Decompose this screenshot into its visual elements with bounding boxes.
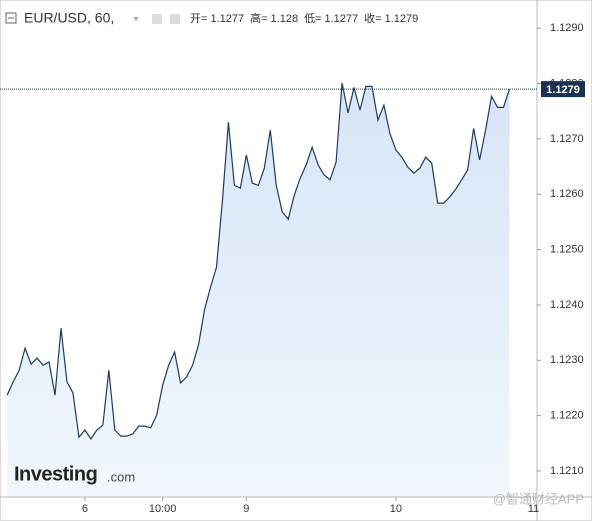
x-tick-label: 9 bbox=[243, 503, 249, 515]
y-tick-label: 1.1230 bbox=[550, 354, 584, 366]
ohlc-value: 1.1277 bbox=[325, 13, 359, 25]
y-tick-label: 1.1270 bbox=[550, 133, 584, 145]
logo: Investing bbox=[14, 463, 97, 485]
y-tick-label: 1.1220 bbox=[550, 410, 584, 422]
logo-suffix: .com bbox=[107, 469, 135, 484]
ohlc-values: 开= 1.1277 高= 1.128 低= 1.1277 收= 1.1279 bbox=[190, 11, 418, 25]
dropdown-icon[interactable] bbox=[133, 17, 139, 21]
y-tick-label: 1.1290 bbox=[550, 22, 584, 34]
ohlc-label: 低= bbox=[304, 12, 321, 25]
visibility-icon[interactable] bbox=[152, 14, 162, 24]
x-tick-label: 10 bbox=[390, 503, 402, 515]
symbol-title: EUR/USD, 60, bbox=[24, 10, 114, 26]
y-tick-label: 1.1210 bbox=[550, 465, 584, 477]
ohlc-value: 1.1277 bbox=[210, 13, 244, 25]
x-tick-label: 11 bbox=[528, 503, 539, 515]
y-tick-label: 1.1240 bbox=[550, 299, 584, 311]
watermark: @智通财经APP bbox=[493, 491, 584, 506]
ohlc-label: 高= bbox=[250, 11, 267, 25]
y-tick-label: 1.1250 bbox=[550, 244, 584, 256]
price-line bbox=[6, 82, 511, 440]
y-tick-label: 1.1260 bbox=[550, 188, 584, 200]
collapse-icon[interactable] bbox=[5, 12, 17, 24]
last-price-box bbox=[541, 81, 585, 98]
area-fill bbox=[7, 83, 510, 498]
ohlc-value: 1.1279 bbox=[385, 13, 419, 25]
x-tick-label: 6 bbox=[82, 503, 88, 515]
x-tick-label: 10:00 bbox=[149, 503, 177, 515]
last-price-label: 1.1279 bbox=[546, 84, 580, 96]
ohlc-label: 收= bbox=[364, 11, 381, 25]
settings-icon[interactable] bbox=[170, 14, 180, 24]
ohlc-value: 1.128 bbox=[271, 13, 299, 25]
ohlc-label: 开= bbox=[190, 13, 207, 25]
